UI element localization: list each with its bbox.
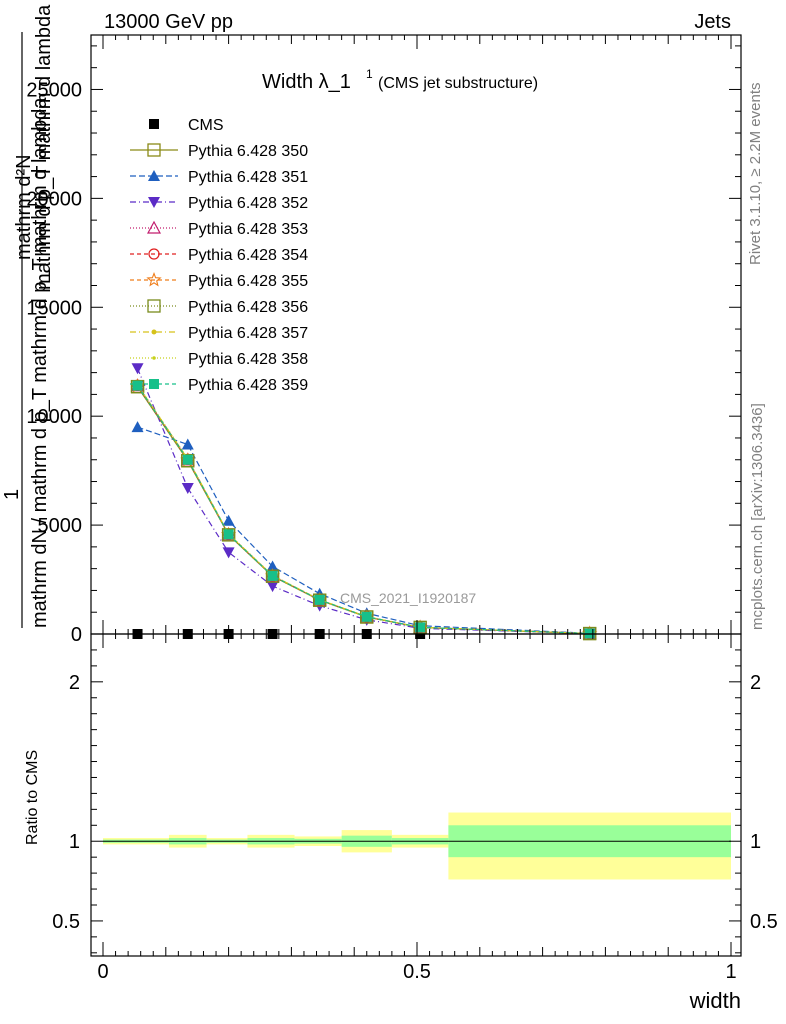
legend-entry: Pythia 6.428 358 (130, 351, 308, 368)
data-point (360, 610, 374, 624)
ratio-bands (103, 812, 731, 880)
chart-title: Width λ_1 1 (CMS jet substructure) (262, 67, 538, 93)
data-point (267, 570, 278, 581)
data-point (313, 593, 327, 607)
legend-entry: Pythia 6.428 355 (130, 271, 308, 290)
x-axis-label: width (689, 988, 741, 1013)
legend-label: Pythia 6.428 355 (188, 273, 308, 290)
legend-marker (146, 271, 162, 287)
main-y-axis-label: mathrm d²N 1 mathrm d p_T mathrm d lambd… (1, 4, 55, 628)
collision-label: 13000 GeV pp (104, 11, 233, 33)
series-line (137, 426, 590, 634)
legend-entry: CMS (149, 117, 224, 134)
x-ticks: 0 0.5 1 (97, 35, 737, 983)
legend-label: Pythia 6.428 352 (188, 195, 308, 212)
main-y-tick-label: 20000 (26, 188, 82, 210)
legend-label: Pythia 6.428 356 (188, 299, 308, 316)
data-point (131, 363, 144, 375)
ratio-y-tick-label-right: 0.5 (750, 911, 778, 933)
ratio-y-tick-label-right: 1 (750, 831, 761, 853)
y-label-line-2: 1 (1, 489, 23, 500)
legend-label: Pythia 6.428 359 (188, 377, 308, 394)
legend-marker (152, 356, 156, 360)
main-y-ticks: 0 5000 10000 15000 20000 25000 (26, 45, 741, 646)
legend-label: Pythia 6.428 351 (188, 169, 308, 186)
data-point (132, 380, 143, 391)
data-point (221, 528, 236, 542)
legend-marker (149, 119, 159, 129)
main-plot-panel: 0 5000 10000 15000 20000 25000 CMS_2021_I1920… (1, 4, 742, 646)
process-label: Jets (694, 11, 731, 33)
ratio-y-ticks: 0.5 0.5 1 1 2 2 (52, 633, 778, 954)
ratio-y-tick-label: 1 (69, 831, 80, 853)
series-line (137, 385, 590, 635)
legend-label: Pythia 6.428 353 (188, 221, 308, 238)
legend-marker (148, 170, 160, 181)
x-tick-label: 1 (725, 961, 736, 983)
data-point (266, 560, 279, 572)
legend-label: CMS (188, 117, 224, 134)
main-y-tick-label: 10000 (26, 406, 82, 428)
data-point (314, 594, 325, 605)
legend-entry: Pythia 6.428 353 (130, 220, 308, 238)
legend-marker (148, 197, 160, 208)
legend-label: Pythia 6.428 358 (188, 351, 308, 368)
legend-marker (148, 248, 160, 260)
chart-title-main: Width λ_1 (262, 71, 351, 93)
legend-label: Pythia 6.428 357 (188, 325, 308, 342)
data-point (265, 569, 280, 583)
data-point (182, 454, 193, 465)
y-label-line-1: mathrm d²N (13, 154, 35, 260)
data-point (131, 421, 144, 433)
main-y-tick-label: 0 (71, 624, 82, 646)
legend: CMS Pythia 6.428 350 Pythia 6.428 351 Pythi… (130, 117, 308, 394)
series-line (136, 368, 590, 635)
ratio-plot-panel: 0.5 0.51 12 2 0 0.5 1 Ratio to CMS width (24, 35, 778, 1013)
main-y-tick-label: 5000 (38, 515, 83, 537)
y-label-line-4: mathrm dN / mathrm d p_T mathrm d p_T ma… (29, 97, 51, 628)
ratio-y-tick-label-right: 2 (750, 672, 761, 694)
x-tick-label: 0 (97, 961, 108, 983)
legend-entry: Pythia 6.428 356 (130, 299, 308, 316)
legend-entry: Pythia 6.428 359 (130, 377, 308, 394)
x-tick-label: 0.5 (403, 961, 431, 983)
data-point (266, 581, 279, 593)
legend-entry: Pythia 6.428 352 (130, 195, 308, 212)
legend-entry: Pythia 6.428 354 (130, 247, 308, 264)
legend-label: Pythia 6.428 350 (188, 143, 308, 160)
ratio-y-axis-label: Ratio to CMS (24, 750, 41, 845)
legend-label: Pythia 6.428 354 (188, 247, 308, 264)
main-y-tick-label: 15000 (26, 297, 82, 319)
watermark-label: CMS_2021_I1920187 (340, 590, 476, 606)
legend-marker (147, 299, 161, 313)
legend-marker (151, 329, 157, 335)
legend-marker (147, 143, 161, 157)
data-point (361, 611, 372, 622)
legend-entry: Pythia 6.428 357 (130, 325, 308, 342)
chart-subtitle: (CMS jet substructure) (378, 75, 538, 92)
legend-marker (149, 379, 159, 389)
mcplots-label: mcplots.cern.ch [arXiv:1306.3436] (749, 403, 766, 630)
chart-title-superscript: 1 (366, 67, 373, 81)
data-point (181, 438, 194, 450)
data-point (181, 453, 195, 468)
data-point (181, 483, 194, 495)
data-point (223, 529, 234, 540)
legend-marker (146, 220, 162, 234)
data-point (130, 379, 145, 394)
rivet-version-label: Rivet 3.1.10, ≥ 2.2M events (747, 83, 764, 266)
y-label-line-3: mathrm d p_T mathrm d lambda (33, 4, 55, 290)
ratio-y-tick-label: 2 (69, 672, 80, 694)
data-point (222, 547, 235, 559)
data-point (415, 622, 426, 633)
main-y-tick-label: 25000 (26, 79, 82, 101)
legend-entry: Pythia 6.428 351 (130, 169, 308, 186)
legend-entry: Pythia 6.428 350 (130, 143, 308, 160)
ratio-y-tick-label: 0.5 (52, 911, 80, 933)
ratio-plot-frame (90, 633, 742, 957)
series-line (137, 384, 590, 635)
data-point (222, 514, 235, 526)
